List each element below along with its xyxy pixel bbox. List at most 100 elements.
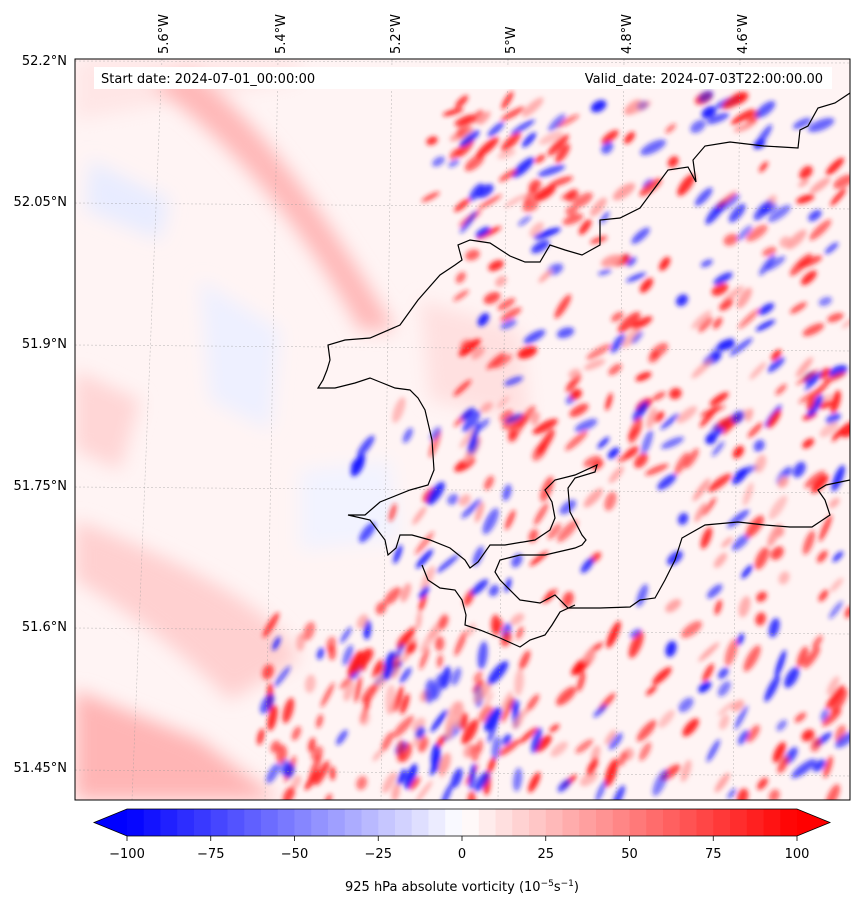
- vorticity-streak: [728, 203, 746, 223]
- vorticity-streak: [549, 724, 560, 733]
- colorbar-segment: [378, 809, 396, 836]
- vorticity-streak: [600, 211, 610, 224]
- vorticity-streak: [812, 759, 826, 772]
- valid-date-label: Valid_date: 2024-07-03T22:00:00.00: [585, 72, 823, 87]
- vorticity-streak: [356, 614, 369, 629]
- start-date-label: Start date: 2024-07-01_00:00:00: [101, 72, 315, 87]
- vorticity-streak: [455, 271, 466, 284]
- colorbar-segment: [361, 809, 379, 836]
- vorticity-streak: [586, 343, 612, 360]
- vorticity-streak: [310, 746, 324, 761]
- vorticity-streak: [583, 359, 606, 371]
- colorbar-segment: [646, 809, 664, 836]
- vorticity-streak: [565, 430, 588, 451]
- colorbar-segment: [428, 809, 446, 836]
- vorticity-streak: [722, 94, 744, 110]
- vorticity-streak: [531, 240, 550, 254]
- vorticity-map: [75, 59, 850, 800]
- vorticity-streak: [516, 626, 524, 640]
- vorticity-streak: [608, 465, 625, 484]
- vorticity-streak: [804, 470, 826, 489]
- vorticity-streak: [424, 678, 435, 704]
- vorticity-streak: [707, 473, 732, 492]
- vorticity-streak: [276, 744, 288, 764]
- vorticity-streak: [770, 546, 784, 560]
- parallel-line: [75, 486, 850, 494]
- vorticity-streak: [583, 488, 604, 508]
- colorbar-segment: [311, 809, 329, 836]
- lat-label-3: 51.9°N: [22, 337, 67, 352]
- vorticity-streak: [652, 391, 666, 401]
- vorticity-streak: [777, 756, 789, 774]
- lat-label-6: 51.45°N: [14, 761, 67, 776]
- vorticity-streak: [484, 707, 502, 732]
- vorticity-streak: [449, 148, 460, 160]
- vorticity-streak: [428, 430, 441, 458]
- vorticity-streak: [775, 384, 787, 396]
- vorticity-streak: [557, 779, 571, 792]
- vorticity-streak: [565, 374, 582, 392]
- vorticity-streak: [731, 410, 745, 424]
- vorticity-streak: [610, 333, 626, 353]
- vorticity-streak: [714, 194, 740, 214]
- vorticity-streak: [490, 614, 501, 634]
- vorticity-streak: [383, 651, 396, 681]
- vorticity-streak: [733, 123, 752, 133]
- vorticity-streak: [456, 117, 473, 138]
- vorticity-streak: [724, 638, 739, 666]
- vorticity-streak: [555, 114, 580, 129]
- gridlines: [75, 59, 850, 800]
- vorticity-streak: [460, 712, 468, 730]
- lat-label-4: 51.75°N: [14, 479, 67, 494]
- vorticity-streak: [762, 246, 777, 257]
- vorticity-streak: [818, 589, 829, 602]
- vorticity-streak: [636, 720, 657, 742]
- vorticity-streak: [623, 446, 639, 459]
- vorticity-streak: [711, 441, 725, 457]
- colorbar-segment: [395, 809, 413, 836]
- vorticity-streak: [448, 159, 460, 168]
- vorticity-streak: [469, 183, 484, 201]
- vorticity-streak: [698, 642, 720, 662]
- vorticity-streak: [608, 363, 622, 376]
- vorticity-streak: [534, 154, 546, 164]
- meridian-line: [732, 59, 741, 800]
- vorticity-streak: [262, 612, 280, 638]
- vorticity-streak: [731, 699, 745, 712]
- lat-label-1: 52.2°N: [22, 54, 67, 69]
- colorbar-extend-high: [797, 809, 830, 836]
- vorticity-streak: [771, 349, 782, 361]
- vorticity-streak: [723, 233, 739, 246]
- lon-label-3: 5.2°W: [389, 14, 404, 54]
- vorticity-streak: [742, 482, 754, 506]
- vorticity-streak: [487, 756, 496, 773]
- vorticity-streak: [475, 226, 491, 238]
- vorticity-streak: [316, 647, 325, 660]
- vorticity-streak: [475, 137, 499, 158]
- colorbar-label-main: 925 hPa absolute vorticity (10: [345, 880, 541, 895]
- colorbar-segment: [160, 809, 178, 836]
- vorticity-streak: [561, 191, 576, 200]
- vorticity-streak: [397, 768, 407, 786]
- vorticity-streak: [483, 291, 501, 305]
- vorticity-streak: [628, 417, 643, 444]
- vorticity-streak: [477, 313, 490, 327]
- colorbar-segment: [227, 809, 245, 836]
- colorbar-ticks: −100 −75 −50 −25 0 25 50 75 100: [109, 836, 809, 862]
- vorticity-streak: [631, 227, 650, 244]
- vorticity-streak: [736, 287, 752, 309]
- vorticity-streak: [830, 688, 848, 714]
- vorticity-streak: [812, 635, 823, 649]
- vorticity-streak: [792, 117, 812, 129]
- vorticity-streak: [825, 157, 845, 176]
- colorbar-segment: [545, 809, 564, 836]
- vorticity-streak: [501, 696, 514, 723]
- vorticity-streak: [519, 650, 531, 671]
- vorticity-streak: [477, 111, 491, 125]
- vorticity-streak: [547, 134, 569, 156]
- vorticity-streak: [484, 475, 494, 490]
- vorticity-streak: [681, 621, 703, 638]
- vorticity-streak: [738, 596, 751, 618]
- vorticity-streak: [538, 269, 552, 283]
